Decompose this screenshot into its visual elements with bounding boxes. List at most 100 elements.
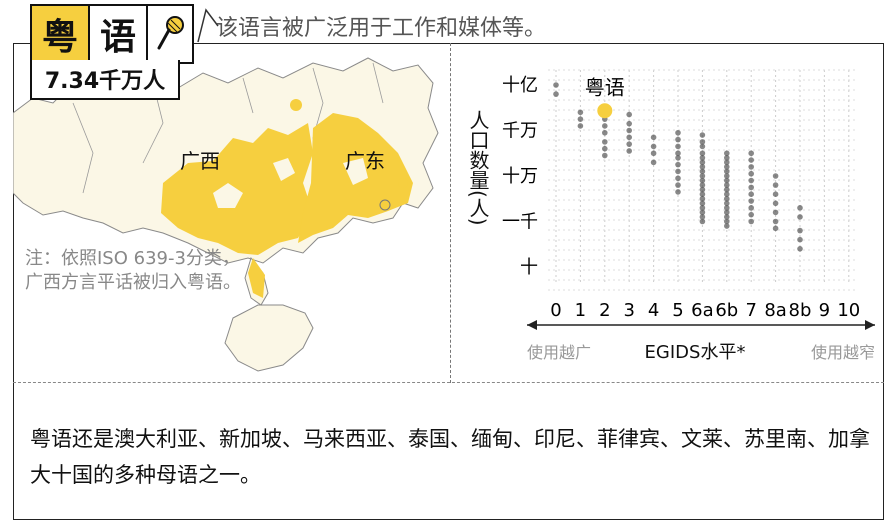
data-point bbox=[650, 143, 657, 150]
data-point bbox=[724, 182, 730, 188]
title-char-2: 语 bbox=[90, 6, 148, 62]
data-point bbox=[626, 141, 632, 147]
data-point bbox=[602, 145, 608, 152]
x-tick-label: 8a bbox=[764, 300, 786, 321]
x-tick-label: 6b bbox=[715, 300, 738, 321]
data-point bbox=[724, 186, 730, 193]
data-point bbox=[699, 214, 706, 220]
data-point bbox=[699, 191, 706, 197]
data-point bbox=[650, 159, 657, 166]
data-point bbox=[772, 225, 779, 232]
data-point bbox=[724, 200, 730, 207]
data-point bbox=[699, 164, 706, 170]
data-point bbox=[699, 205, 706, 211]
data-point bbox=[602, 152, 608, 159]
data-point bbox=[699, 218, 706, 225]
x-tick-label: 8b bbox=[789, 300, 812, 321]
data-point bbox=[699, 177, 706, 184]
data-point bbox=[772, 209, 779, 216]
data-point bbox=[699, 168, 706, 175]
data-point bbox=[748, 177, 754, 184]
x-tick-label: 4 bbox=[648, 300, 659, 321]
y-tick-label: 一千 bbox=[502, 212, 538, 233]
data-point bbox=[675, 150, 681, 157]
data-point bbox=[772, 200, 779, 207]
data-point bbox=[699, 159, 706, 166]
x-tick-label: 1 bbox=[575, 300, 586, 321]
y-tick-label: 十万 bbox=[502, 166, 538, 187]
x-right-note: 使用越窄 bbox=[811, 343, 875, 362]
data-point bbox=[724, 209, 730, 216]
x-tick-label: 9 bbox=[819, 300, 830, 321]
data-point bbox=[650, 134, 657, 141]
horizontal-divider bbox=[13, 382, 884, 383]
data-point bbox=[748, 205, 754, 211]
data-point bbox=[626, 111, 632, 118]
data-point bbox=[797, 246, 803, 252]
x-tick-labels: 0 1 2 3 4 5 6a 6b 7 8a 8b 9 10 bbox=[550, 300, 860, 321]
highlight-marker bbox=[597, 103, 613, 119]
microphone-icon bbox=[148, 6, 192, 62]
x-tick-label: 5 bbox=[672, 300, 683, 321]
x-tick-label: 6a bbox=[691, 300, 713, 321]
data-point bbox=[748, 164, 754, 170]
callout-pointer bbox=[197, 8, 219, 43]
data-point bbox=[748, 184, 754, 191]
data-point bbox=[699, 186, 706, 193]
card-frame bbox=[13, 43, 884, 520]
x-left-note: 使用越广 bbox=[527, 343, 591, 362]
data-point bbox=[748, 218, 754, 225]
highlight-label: 粤语 bbox=[585, 76, 625, 100]
data-point bbox=[748, 198, 754, 204]
data-point bbox=[772, 191, 779, 197]
data-point bbox=[724, 195, 730, 202]
data-point bbox=[724, 214, 730, 220]
data-point bbox=[724, 164, 730, 170]
y-tick-label: 十 bbox=[520, 257, 538, 278]
y-axis-label: 人口数量(人) bbox=[466, 110, 490, 226]
data-point bbox=[602, 129, 608, 136]
data-point bbox=[724, 159, 730, 166]
data-point bbox=[626, 148, 632, 154]
data-point bbox=[724, 223, 730, 229]
data-point bbox=[748, 150, 754, 157]
data-point bbox=[699, 132, 706, 138]
map-note: 注：依照ISO 639-3分类，广西方言平话被归入粤语。 bbox=[25, 248, 241, 293]
data-point bbox=[699, 200, 706, 207]
data-point bbox=[797, 236, 803, 243]
data-point bbox=[772, 218, 779, 225]
data-point bbox=[724, 218, 730, 225]
data-point bbox=[699, 150, 706, 157]
x-arrow-left-head bbox=[527, 320, 537, 330]
data-point bbox=[699, 155, 706, 161]
data-point bbox=[602, 139, 608, 145]
data-point bbox=[699, 182, 706, 188]
data-point bbox=[602, 123, 608, 129]
data-point bbox=[724, 173, 730, 179]
data-point bbox=[797, 214, 803, 220]
data-point bbox=[724, 168, 730, 175]
region-map bbox=[13, 57, 439, 372]
vertical-divider bbox=[450, 43, 451, 383]
y-tick-label: 千万 bbox=[502, 121, 538, 142]
x-tick-label: 0 bbox=[550, 300, 561, 321]
data-point bbox=[797, 205, 803, 211]
data-point bbox=[675, 143, 681, 150]
data-point bbox=[626, 120, 632, 127]
data-point bbox=[675, 129, 681, 136]
data-point bbox=[724, 205, 730, 211]
highlight-point: 粤语 bbox=[585, 76, 625, 119]
data-point bbox=[675, 168, 681, 175]
language-title: 粤 语 bbox=[30, 4, 194, 64]
data-point bbox=[699, 195, 706, 202]
x-tick-label: 2 bbox=[599, 300, 610, 321]
data-point bbox=[626, 127, 632, 134]
data-point bbox=[724, 191, 730, 197]
data-point bbox=[724, 155, 730, 161]
data-point bbox=[699, 139, 706, 145]
x-tick-label: 7 bbox=[745, 300, 756, 321]
title-char-1: 粤 bbox=[32, 6, 90, 62]
data-point bbox=[699, 173, 706, 179]
data-point bbox=[699, 209, 706, 216]
